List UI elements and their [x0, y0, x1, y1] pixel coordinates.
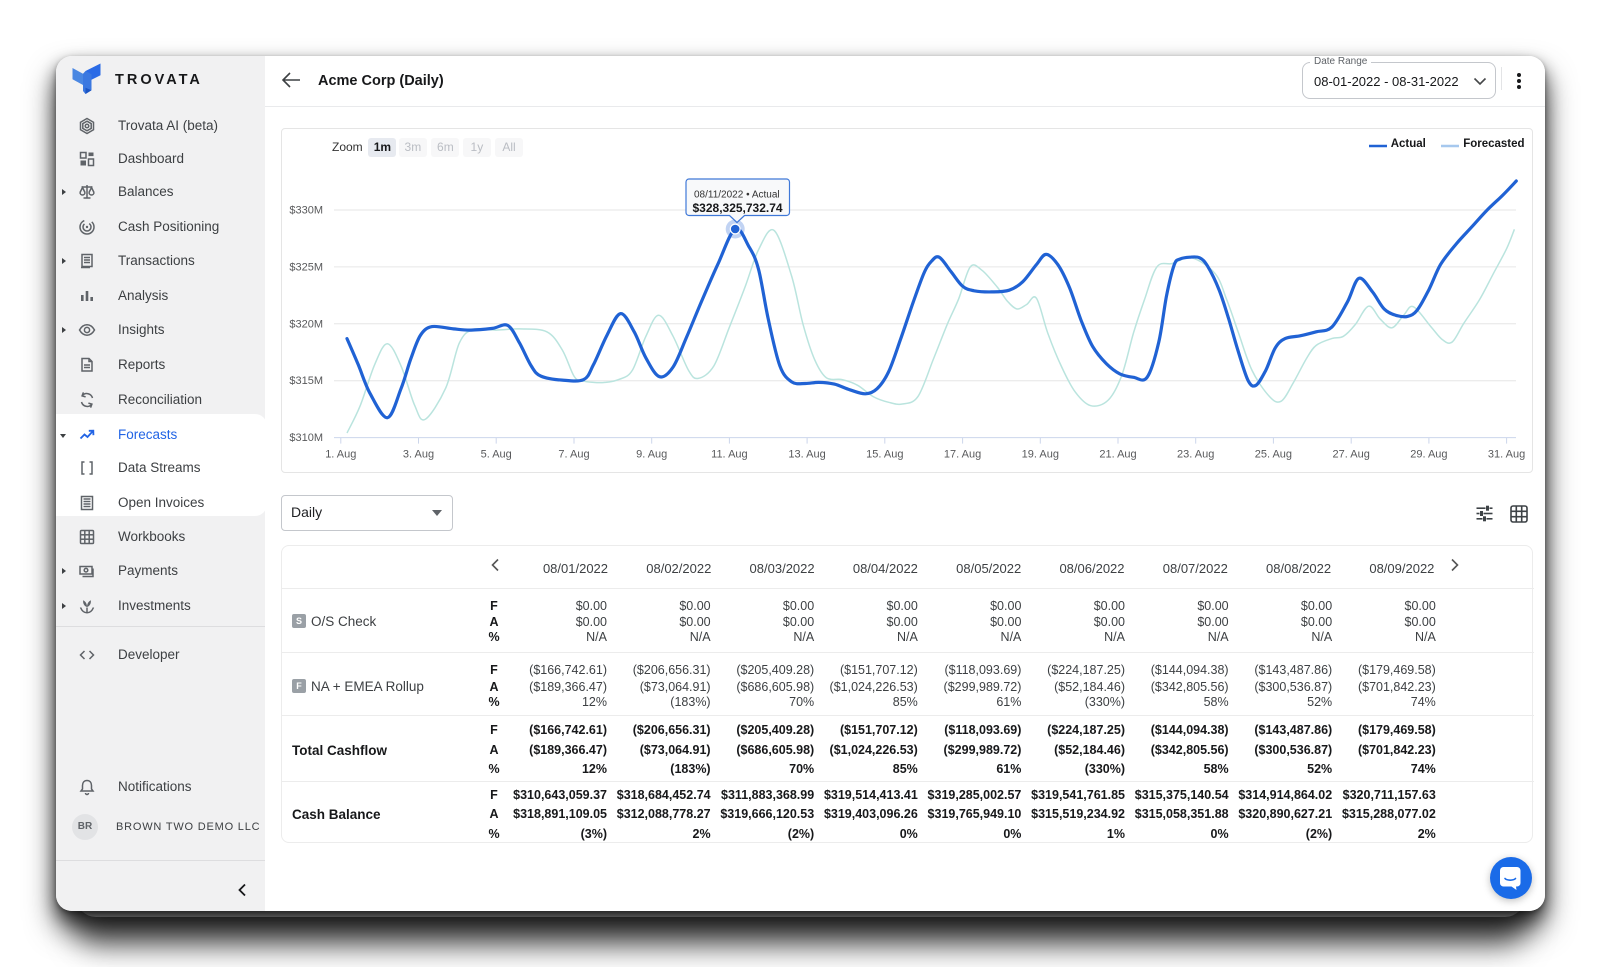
svg-text:29. Aug: 29. Aug — [1410, 449, 1447, 461]
svg-text:31. Aug: 31. Aug — [1488, 449, 1525, 461]
svg-text:13. Aug: 13. Aug — [788, 449, 825, 461]
svg-text:27. Aug: 27. Aug — [1333, 449, 1370, 461]
svg-text:$320M: $320M — [289, 318, 323, 330]
svg-text:23. Aug: 23. Aug — [1177, 449, 1214, 461]
svg-text:9. Aug: 9. Aug — [636, 449, 667, 461]
svg-text:3. Aug: 3. Aug — [403, 449, 434, 461]
svg-text:1. Aug: 1. Aug — [325, 449, 356, 461]
svg-text:$315M: $315M — [289, 375, 323, 387]
svg-text:25. Aug: 25. Aug — [1255, 449, 1292, 461]
svg-text:15. Aug: 15. Aug — [866, 449, 903, 461]
svg-text:21. Aug: 21. Aug — [1099, 449, 1136, 461]
svg-text:17. Aug: 17. Aug — [944, 449, 981, 461]
svg-text:7. Aug: 7. Aug — [558, 449, 589, 461]
svg-text:11. Aug: 11. Aug — [711, 449, 748, 461]
svg-text:5. Aug: 5. Aug — [481, 449, 512, 461]
svg-text:$310M: $310M — [289, 432, 323, 444]
svg-text:19. Aug: 19. Aug — [1022, 449, 1059, 461]
svg-text:$330M: $330M — [289, 205, 323, 217]
svg-text:$328,325,732.74: $328,325,732.74 — [693, 201, 783, 215]
svg-text:08/11/2022 • Actual: 08/11/2022 • Actual — [694, 190, 780, 201]
svg-text:$325M: $325M — [289, 261, 323, 273]
